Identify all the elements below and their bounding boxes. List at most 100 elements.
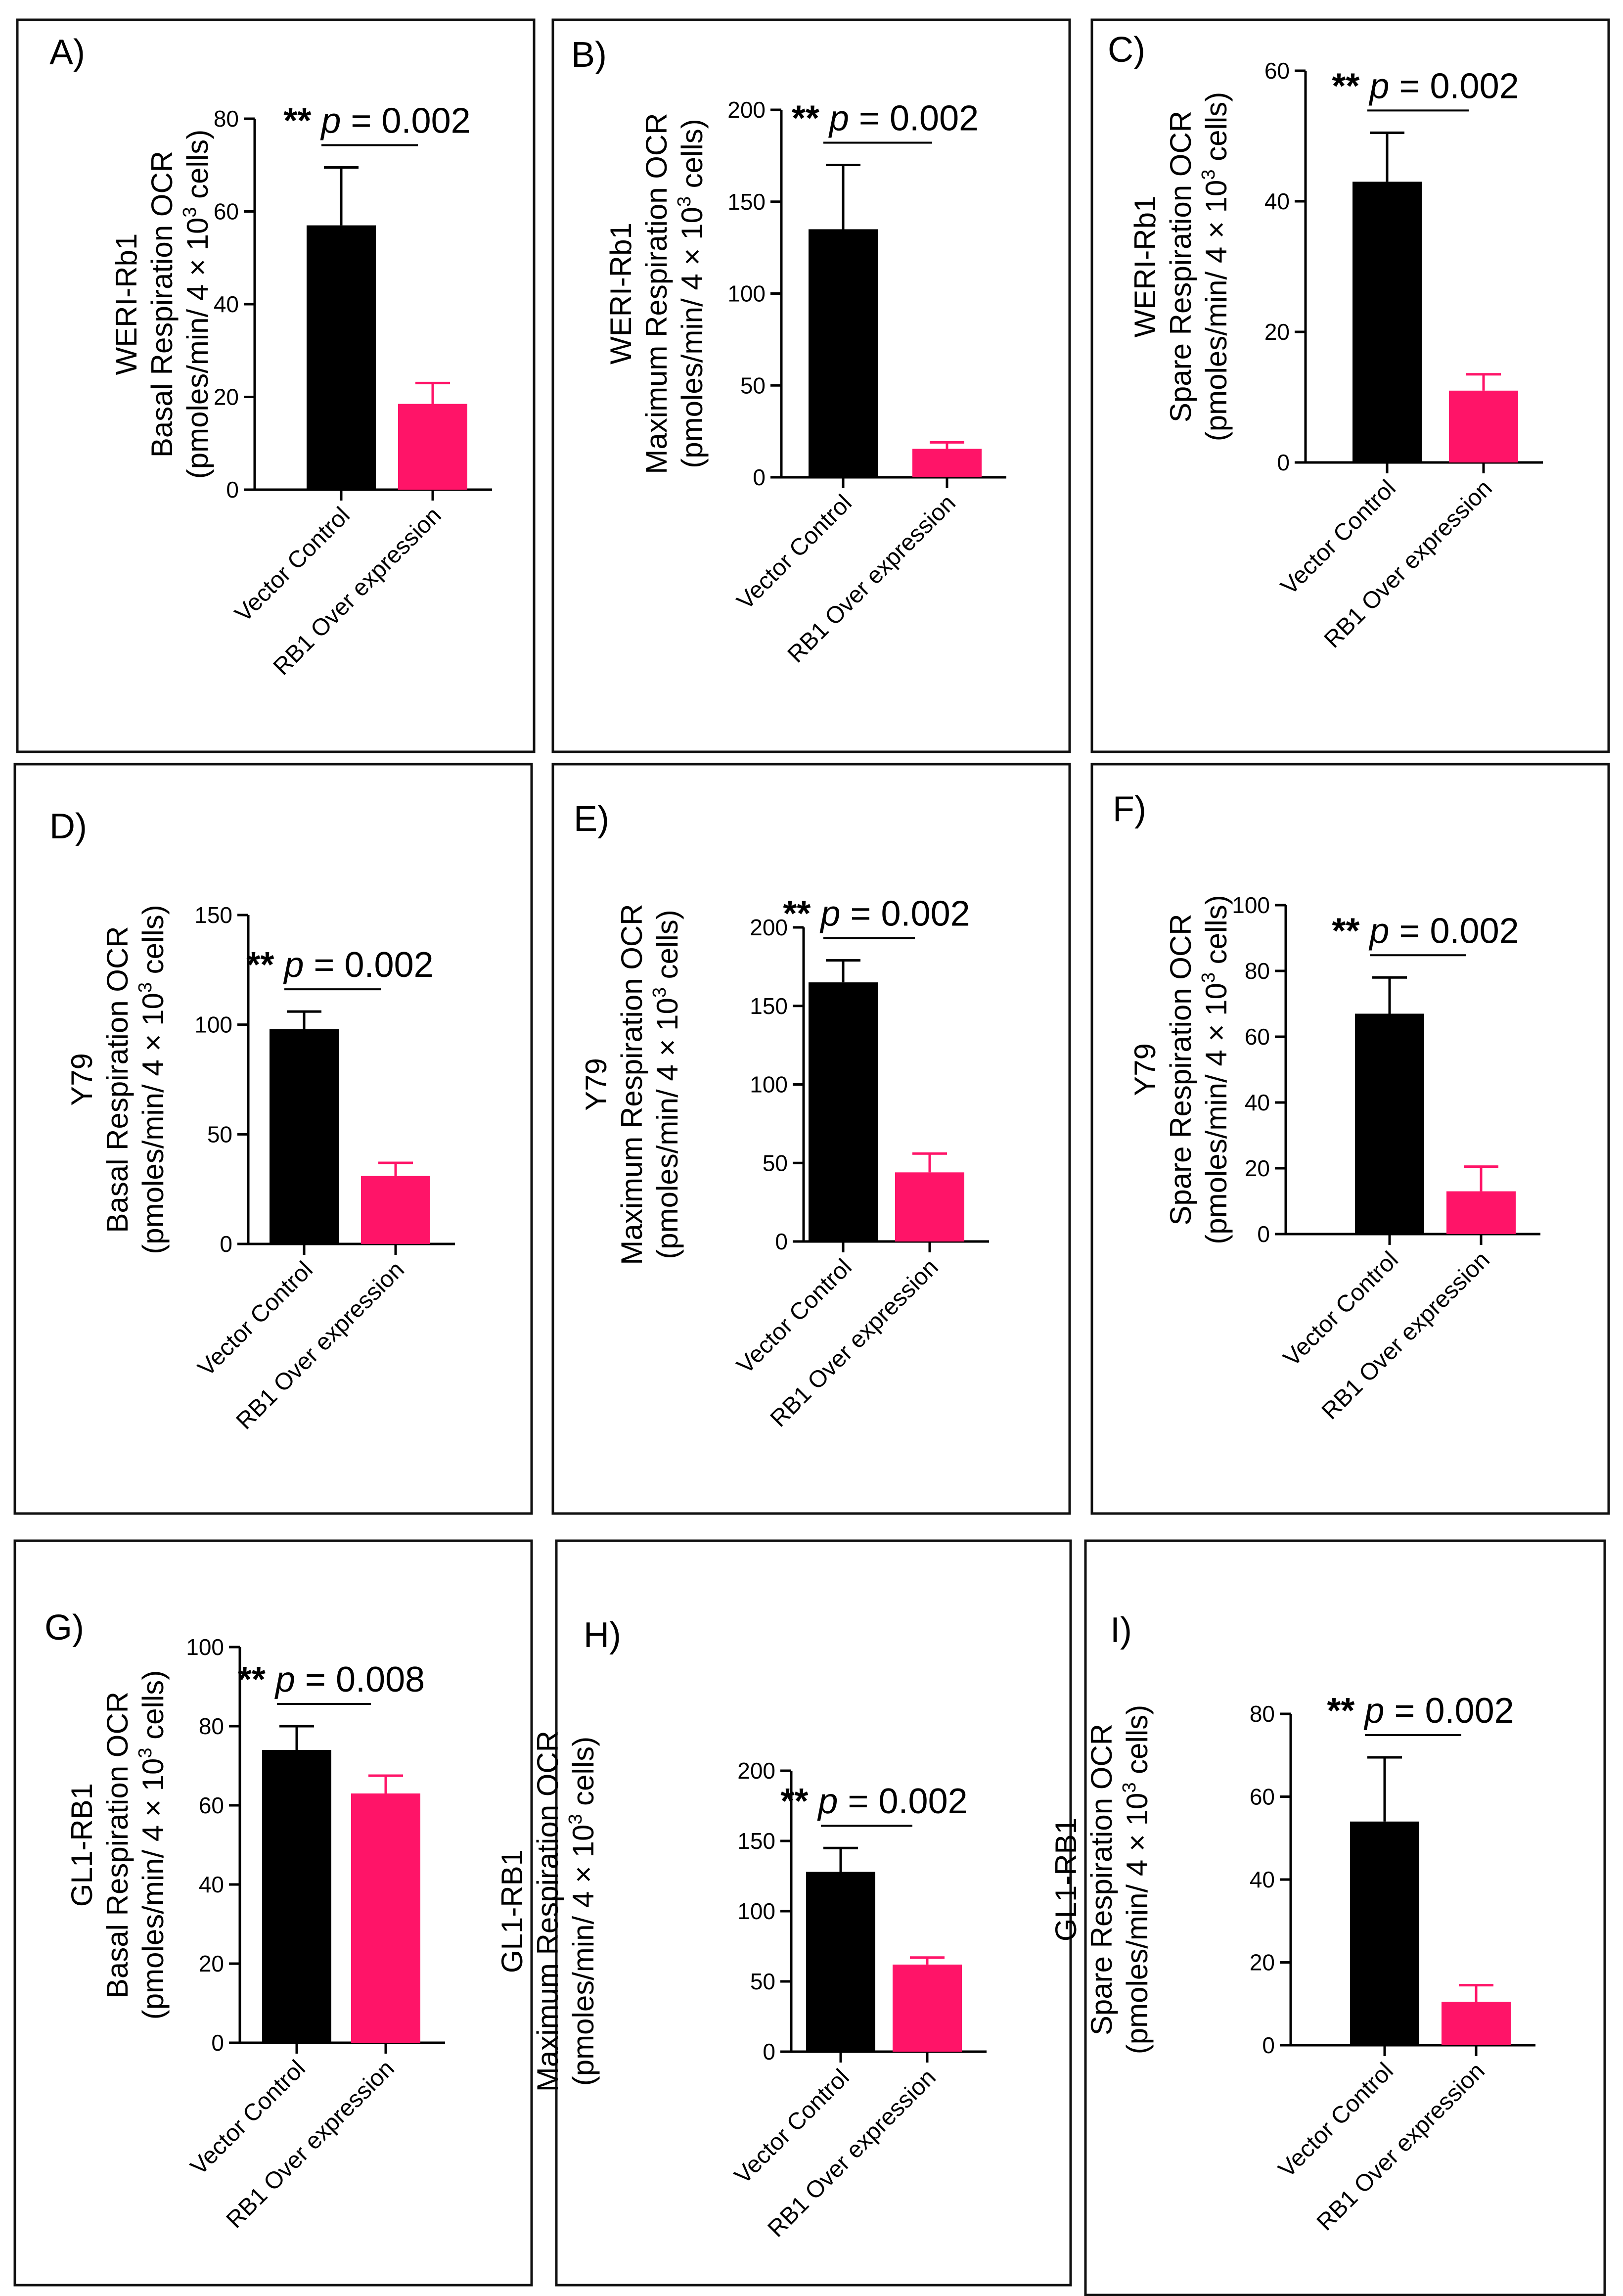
y-tick-label: 200 xyxy=(737,1758,775,1784)
panel-label: G) xyxy=(45,1608,84,1648)
y-axis-units: (pmoles/min/ 4 × 103 cells) xyxy=(1198,92,1233,441)
y-axis-cell-line: GL1-RB1 xyxy=(65,1783,98,1907)
panel-label: B) xyxy=(571,35,607,75)
bar-vector-control xyxy=(1352,182,1422,462)
bar-rb1-overexpression xyxy=(1442,2002,1511,2045)
p-symbol: p xyxy=(1368,66,1389,106)
panel-label: C) xyxy=(1108,30,1145,70)
bar-rb1-overexpression xyxy=(893,1964,962,2052)
y-axis-cell-line: WERI-Rb1 xyxy=(110,233,143,375)
y-tick-label: 100 xyxy=(194,1012,232,1038)
y-tick-label: 200 xyxy=(750,915,788,940)
units-prefix: (pmoles/min/ 4 × 10 xyxy=(567,1825,600,2086)
significance-label: ** p = 0.002 xyxy=(783,894,970,934)
units-prefix: (pmoles/min/ 4 × 10 xyxy=(136,993,170,1254)
p-symbol: p xyxy=(819,894,840,934)
bar-vector-control xyxy=(1355,1013,1424,1234)
y-tick-label: 50 xyxy=(750,1969,775,1994)
units-suffix: cells) xyxy=(567,1737,600,1814)
units-suffix: cells) xyxy=(1200,92,1233,170)
y-axis-units: (pmoles/min/ 4 × 103 cells) xyxy=(1119,1705,1154,2054)
y-axis-units: (pmoles/min/ 4 × 103 cells) xyxy=(674,119,709,468)
y-axis-title: Basal Respiration OCR xyxy=(101,1692,134,1998)
y-tick-label: 150 xyxy=(750,993,788,1019)
y-axis-cell-line: Y79 xyxy=(65,1053,98,1106)
p-value: = 0.002 xyxy=(1389,911,1519,951)
bar-rb1-overexpression xyxy=(351,1793,420,2043)
y-axis-units: (pmoles/min/ 4 × 103 cells) xyxy=(649,910,684,1259)
y-tick-label: 0 xyxy=(226,477,239,503)
p-value: = 0.002 xyxy=(341,101,470,140)
p-symbol: p xyxy=(1368,911,1389,951)
y-tick-label: 100 xyxy=(1232,892,1270,918)
y-tick-label: 0 xyxy=(1257,1221,1270,1247)
units-superscript: 3 xyxy=(674,196,695,207)
y-axis-units: (pmoles/min/ 4 × 103 cells) xyxy=(135,905,170,1254)
panel-frame xyxy=(1084,1539,1606,2296)
significance-stars: ** xyxy=(1327,1691,1364,1731)
significance-label: ** p = 0.002 xyxy=(1332,66,1519,106)
y-tick-label: 40 xyxy=(1245,1090,1270,1115)
significance-label: ** p = 0.002 xyxy=(1332,911,1519,951)
panel-label: D) xyxy=(49,807,87,846)
p-value: = 0.002 xyxy=(1389,66,1519,106)
y-tick-label: 50 xyxy=(763,1150,788,1176)
y-tick-label: 0 xyxy=(753,464,766,490)
p-symbol: p xyxy=(828,98,849,138)
significance-stars: ** xyxy=(246,945,284,985)
units-superscript: 3 xyxy=(649,987,670,998)
units-suffix: cells) xyxy=(651,910,684,987)
y-axis-units: (pmoles/min/ 4 × 103 cells) xyxy=(135,1670,170,2020)
y-tick-label: 20 xyxy=(214,384,239,410)
bar-rb1-overexpression xyxy=(895,1172,964,1241)
bar-rb1-overexpression xyxy=(1449,390,1518,462)
y-axis-units: (pmoles/min/ 4 × 103 cells) xyxy=(565,1737,600,2086)
y-axis-title: Maximum Respiration OCR xyxy=(615,904,648,1265)
significance-label: ** p = 0.002 xyxy=(283,101,470,140)
units-suffix: cells) xyxy=(181,130,214,207)
units-prefix: (pmoles/min/ 4 × 10 xyxy=(1200,983,1233,1244)
units-prefix: (pmoles/min/ 4 × 10 xyxy=(181,218,214,479)
significance-label: ** p = 0.002 xyxy=(246,945,433,985)
y-tick-label: 50 xyxy=(740,372,766,398)
y-tick-label: 100 xyxy=(750,1072,788,1098)
y-tick-label: 40 xyxy=(1264,188,1290,214)
y-axis-cell-line: Y79 xyxy=(580,1058,613,1111)
units-suffix: cells) xyxy=(676,119,709,196)
y-axis-title: Spare Respiration OCR xyxy=(1164,111,1197,422)
y-tick-label: 0 xyxy=(220,1231,232,1257)
y-tick-label: 60 xyxy=(199,1792,224,1818)
units-superscript: 3 xyxy=(135,982,156,993)
p-symbol: p xyxy=(817,1782,838,1821)
units-prefix: (pmoles/min/ 4 × 10 xyxy=(1200,180,1233,442)
significance-stars: ** xyxy=(780,1782,818,1821)
panel-label: E) xyxy=(574,799,609,839)
bar-vector-control xyxy=(307,225,376,490)
p-value: = 0.002 xyxy=(849,98,979,138)
y-axis-cell-line: Y79 xyxy=(1128,1043,1162,1096)
bar-vector-control xyxy=(806,1872,875,2052)
panel-label: I) xyxy=(1110,1610,1132,1650)
y-tick-label: 20 xyxy=(199,1951,224,1976)
y-tick-label: 60 xyxy=(1250,1784,1275,1810)
p-symbol: p xyxy=(283,945,304,985)
y-tick-label: 0 xyxy=(763,2039,775,2065)
y-tick-label: 0 xyxy=(1262,2032,1275,2058)
y-tick-label: 60 xyxy=(1245,1024,1270,1050)
y-tick-label: 0 xyxy=(211,2030,224,2056)
y-tick-label: 60 xyxy=(214,199,239,225)
significance-label: ** p = 0.008 xyxy=(238,1660,425,1699)
bar-vector-control xyxy=(809,982,878,1241)
bar-vector-control xyxy=(1350,1821,1419,2045)
y-axis-cell-line: WERI-Rb1 xyxy=(604,223,637,365)
bar-rb1-overexpression xyxy=(912,449,982,477)
units-superscript: 3 xyxy=(1119,1782,1140,1792)
units-suffix: cells) xyxy=(1121,1705,1154,1783)
y-axis-title: Maximum Respiration OCR xyxy=(531,1731,564,2092)
bar-rb1-overexpression xyxy=(398,404,467,490)
